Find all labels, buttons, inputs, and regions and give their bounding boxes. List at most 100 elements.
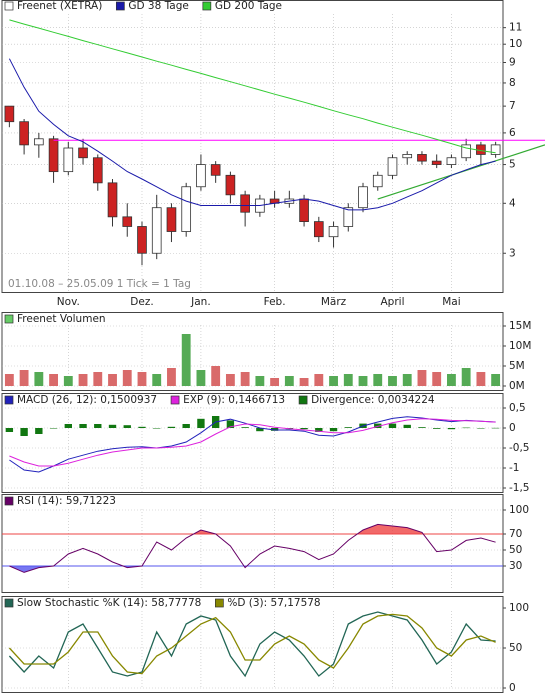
legend-swatch	[202, 1, 212, 11]
volume-bar	[491, 374, 501, 386]
y-tick-label: 0	[509, 682, 516, 694]
series-line	[9, 418, 496, 467]
candle-body	[225, 174, 236, 196]
candle-body	[137, 226, 147, 254]
divergence-bar	[108, 424, 117, 428]
candle-body	[4, 105, 15, 123]
y-tick-label: -1	[509, 462, 519, 474]
legend-swatch	[4, 598, 14, 608]
panel-frame	[1, 494, 504, 593]
divergence-bar	[123, 425, 131, 428]
legend-label: EXP (9): 0,1466713	[183, 394, 285, 406]
y-tick-label: 100	[509, 602, 529, 614]
date-range-note: 01.10.08 – 25.05.09 1 Tick = 1 Tag	[8, 278, 191, 290]
volume-bar	[167, 368, 176, 386]
volume-bar	[78, 374, 88, 386]
y-tick-label: 11	[509, 22, 522, 34]
x-tick-label: Dez.	[130, 296, 153, 308]
candle-body	[328, 226, 339, 238]
candle-body	[417, 154, 427, 162]
candle-body	[343, 207, 354, 227]
volume-bar	[402, 374, 412, 386]
volume-bar	[284, 376, 294, 386]
divergence-bar	[270, 428, 279, 431]
y-tick-label: 5M	[509, 360, 525, 372]
y-tick-label: 10	[509, 38, 522, 50]
y-tick-label: 7	[509, 100, 516, 112]
candle-body	[387, 157, 398, 176]
divergence-bar	[315, 428, 323, 432]
volume-bar	[49, 374, 58, 386]
volume-bar	[343, 374, 353, 386]
volume-bar	[181, 334, 191, 386]
divergence-bar	[300, 428, 308, 430]
legend-background	[3, 1, 502, 13]
volume-bar	[358, 376, 368, 386]
y-tick-label: 50	[509, 642, 522, 654]
volume-bar	[211, 366, 221, 386]
divergence-bar	[329, 428, 338, 432]
legend-label: MACD (26, 12): 0,1500937	[17, 394, 157, 406]
volume-bar	[93, 372, 103, 386]
legend-label: GD 200 Tage	[215, 0, 282, 12]
candle-body	[490, 144, 501, 155]
y-tick-label: 10M	[509, 340, 531, 352]
divergence-bar	[447, 428, 456, 430]
legend-background	[3, 495, 502, 507]
divergence-bar	[167, 426, 176, 428]
legend-label: Slow Stochastic %K (14): 58,77778	[17, 597, 201, 609]
divergence-bar	[64, 424, 72, 428]
divergence-bar	[433, 428, 441, 429]
series-line	[8, 613, 496, 675]
y-tick-label: 6	[509, 127, 516, 139]
candle-body	[402, 154, 413, 159]
divergence-bar	[462, 427, 470, 429]
candle-body	[166, 207, 177, 232]
y-tick-label: 0	[509, 422, 516, 434]
legend-swatch	[4, 496, 14, 506]
volume-bar	[196, 370, 206, 386]
series-line	[9, 523, 496, 573]
legend-swatch	[298, 395, 308, 405]
candle-body	[48, 138, 59, 173]
y-tick-label: 15M	[509, 320, 531, 332]
y-tick-label: 100	[509, 504, 529, 516]
x-tick-label: Jan.	[190, 296, 211, 308]
candle-body	[313, 221, 324, 238]
candle-body	[299, 198, 309, 222]
divergence-bar	[35, 428, 43, 434]
volume-bar	[461, 368, 471, 386]
x-tick-label: März	[321, 296, 347, 308]
panel-frame	[1, 393, 504, 493]
volume-bar	[447, 374, 456, 386]
candle-body	[151, 207, 162, 254]
divergence-bar	[388, 423, 397, 428]
volume-bar	[34, 372, 44, 386]
volume-bar	[270, 378, 280, 386]
volume-bar	[137, 372, 147, 386]
y-tick-label: 3	[509, 247, 516, 259]
divergence-bar	[182, 424, 190, 428]
candle-body	[122, 216, 133, 227]
divergence-bar	[138, 426, 146, 428]
divergence-bar	[403, 424, 411, 428]
volume-bar	[314, 374, 324, 386]
divergence-bar	[241, 427, 249, 428]
x-tick-label: Nov.	[57, 296, 80, 308]
panel-frame	[1, 596, 504, 693]
series-line	[9, 19, 496, 154]
candle-body	[446, 157, 457, 165]
rsi-band-fill	[9, 524, 496, 534]
series-line	[9, 416, 496, 473]
divergence-bar	[49, 428, 58, 429]
volume-bar	[152, 374, 162, 386]
candle-body	[358, 186, 368, 209]
legend-label: GD 38 Tage	[128, 0, 189, 12]
legend-background	[3, 394, 502, 406]
candle-body	[19, 121, 29, 146]
legend-label: RSI (14): 59,71223	[17, 495, 116, 507]
divergence-bar	[374, 423, 382, 428]
y-tick-label: -1,5	[509, 482, 530, 494]
divergence-bar	[5, 428, 14, 432]
